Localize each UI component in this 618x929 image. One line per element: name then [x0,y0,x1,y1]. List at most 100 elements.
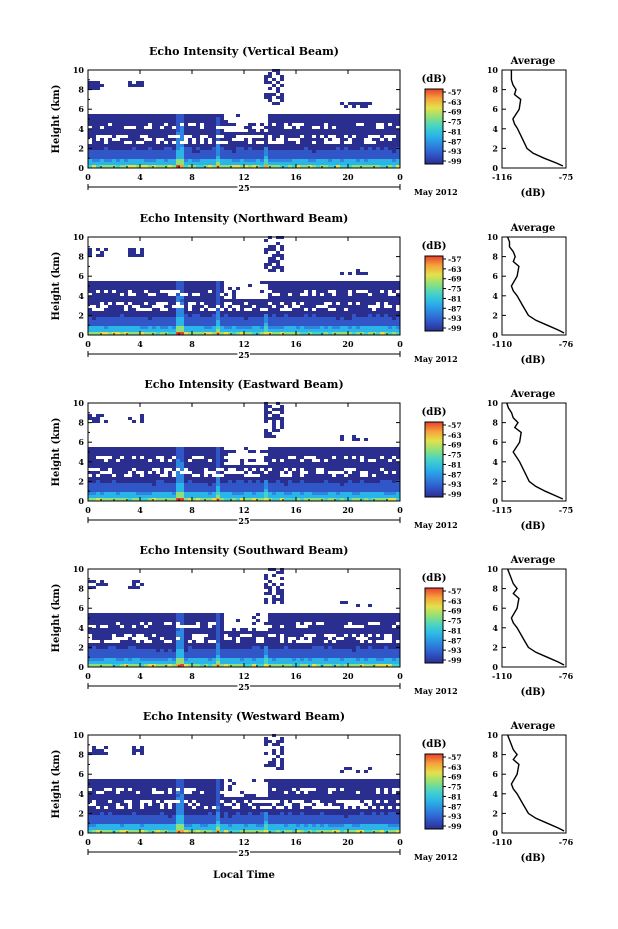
heatmap-cell [280,498,284,501]
heatmap-cell [216,150,220,153]
heatmap-cell [228,652,232,655]
heatmap-cell [180,296,184,299]
heatmap-cell [336,299,340,302]
heatmap-cell [284,655,288,658]
heatmap-cell [196,480,200,483]
heatmap-cell [232,480,236,483]
heatmap-cell [192,165,196,168]
heatmap-cell [204,616,208,619]
heatmap-cell [368,447,372,450]
heatmap-cell [212,138,216,141]
heatmap-cell [344,453,348,456]
heatmap-cell [128,320,132,323]
heatmap-cell [344,459,348,462]
heatmap-cell [316,293,320,296]
heatmap-cell [124,649,128,652]
y-axis-label: Height (km) [51,418,62,487]
heatmap-cell [152,477,156,480]
heatmap-cell [232,495,236,498]
heatmap-cell [180,162,184,165]
heatmap-cell [184,165,188,168]
heatmap-cell [208,658,212,661]
heatmap-cell [96,254,100,257]
heatmap-cell [388,144,392,147]
heatmap-cell [184,281,188,284]
heatmap-cell [172,159,176,162]
heatmap-cell [88,489,92,492]
heatmap-cell [224,153,228,156]
heatmap-cell [372,323,376,326]
heatmap-cell [92,580,96,583]
heatmap-cell [132,420,136,423]
heatmap-cell [360,132,364,135]
heatmap-cell [240,498,244,501]
heatmap-cell [92,492,96,495]
colorbar-tick-label: -63 [448,98,462,107]
heatmap-cell [268,260,272,263]
heatmap-cell [168,495,172,498]
heatmap-cell [380,129,384,132]
heatmap-cell [128,299,132,302]
heatmap-cell [244,153,248,156]
heatmap-cell [352,132,356,135]
heatmap-cell [268,592,272,595]
heatmap-cell [124,326,128,329]
heatmap-cell [172,320,176,323]
heatmap-cell [124,450,128,453]
heatmap-cell [164,150,168,153]
heatmap-cell [160,284,164,287]
heatmap-cell [108,459,112,462]
heatmap-cell [280,601,284,604]
heatmap-cell [172,655,176,658]
heatmap-cell [304,332,308,335]
heatmap-cell [176,114,180,117]
heatmap-cell [248,468,252,471]
heatmap-cell [132,284,136,287]
heatmap-cell [124,480,128,483]
heatmap-cell [128,117,132,120]
heatmap-cell [368,132,372,135]
heatmap-cell [328,483,332,486]
heatmap-cell [92,332,96,335]
heatmap-cell [388,117,392,120]
chart-title: Echo Intensity (Northward Beam) [140,212,349,225]
heatmap-cell [184,661,188,664]
heatmap-cell [112,135,116,138]
heatmap-cell [316,323,320,326]
heatmap-cell [248,311,252,314]
heatmap-cell [368,290,372,293]
heatmap-cell [204,459,208,462]
heatmap-cell [240,489,244,492]
heatmap-cell [312,287,316,290]
heatmap-cell [212,616,216,619]
heatmap-cell [364,453,368,456]
heatmap-cell [312,471,316,474]
heatmap-cell [172,311,176,314]
heatmap-cell [392,302,396,305]
heatmap-cell [244,628,248,631]
heatmap-cell [240,631,244,634]
heatmap-cell [104,628,108,631]
heatmap-cell [124,156,128,159]
heatmap-cell [332,317,336,320]
heatmap-cell [160,625,164,628]
heatmap-cell [136,616,140,619]
heatmap-cell [136,135,140,138]
heatmap-cell [228,634,232,637]
heatmap-cell [292,135,296,138]
heatmap-cell [236,317,240,320]
heatmap-cell [92,317,96,320]
heatmap-cell [192,495,196,498]
heatmap-cell [240,646,244,649]
heatmap-cell [168,314,172,317]
heatmap-cell [188,495,192,498]
heatmap-cell [164,156,168,159]
heatmap-cell [348,272,352,275]
heatmap-cell [184,290,188,293]
heatmap-cell [372,156,376,159]
heatmap-cell [168,646,172,649]
heatmap-cell [264,459,268,462]
x-tick-label: 8 [189,172,195,182]
heatmap-cell [228,474,232,477]
heatmap-cell [180,652,184,655]
